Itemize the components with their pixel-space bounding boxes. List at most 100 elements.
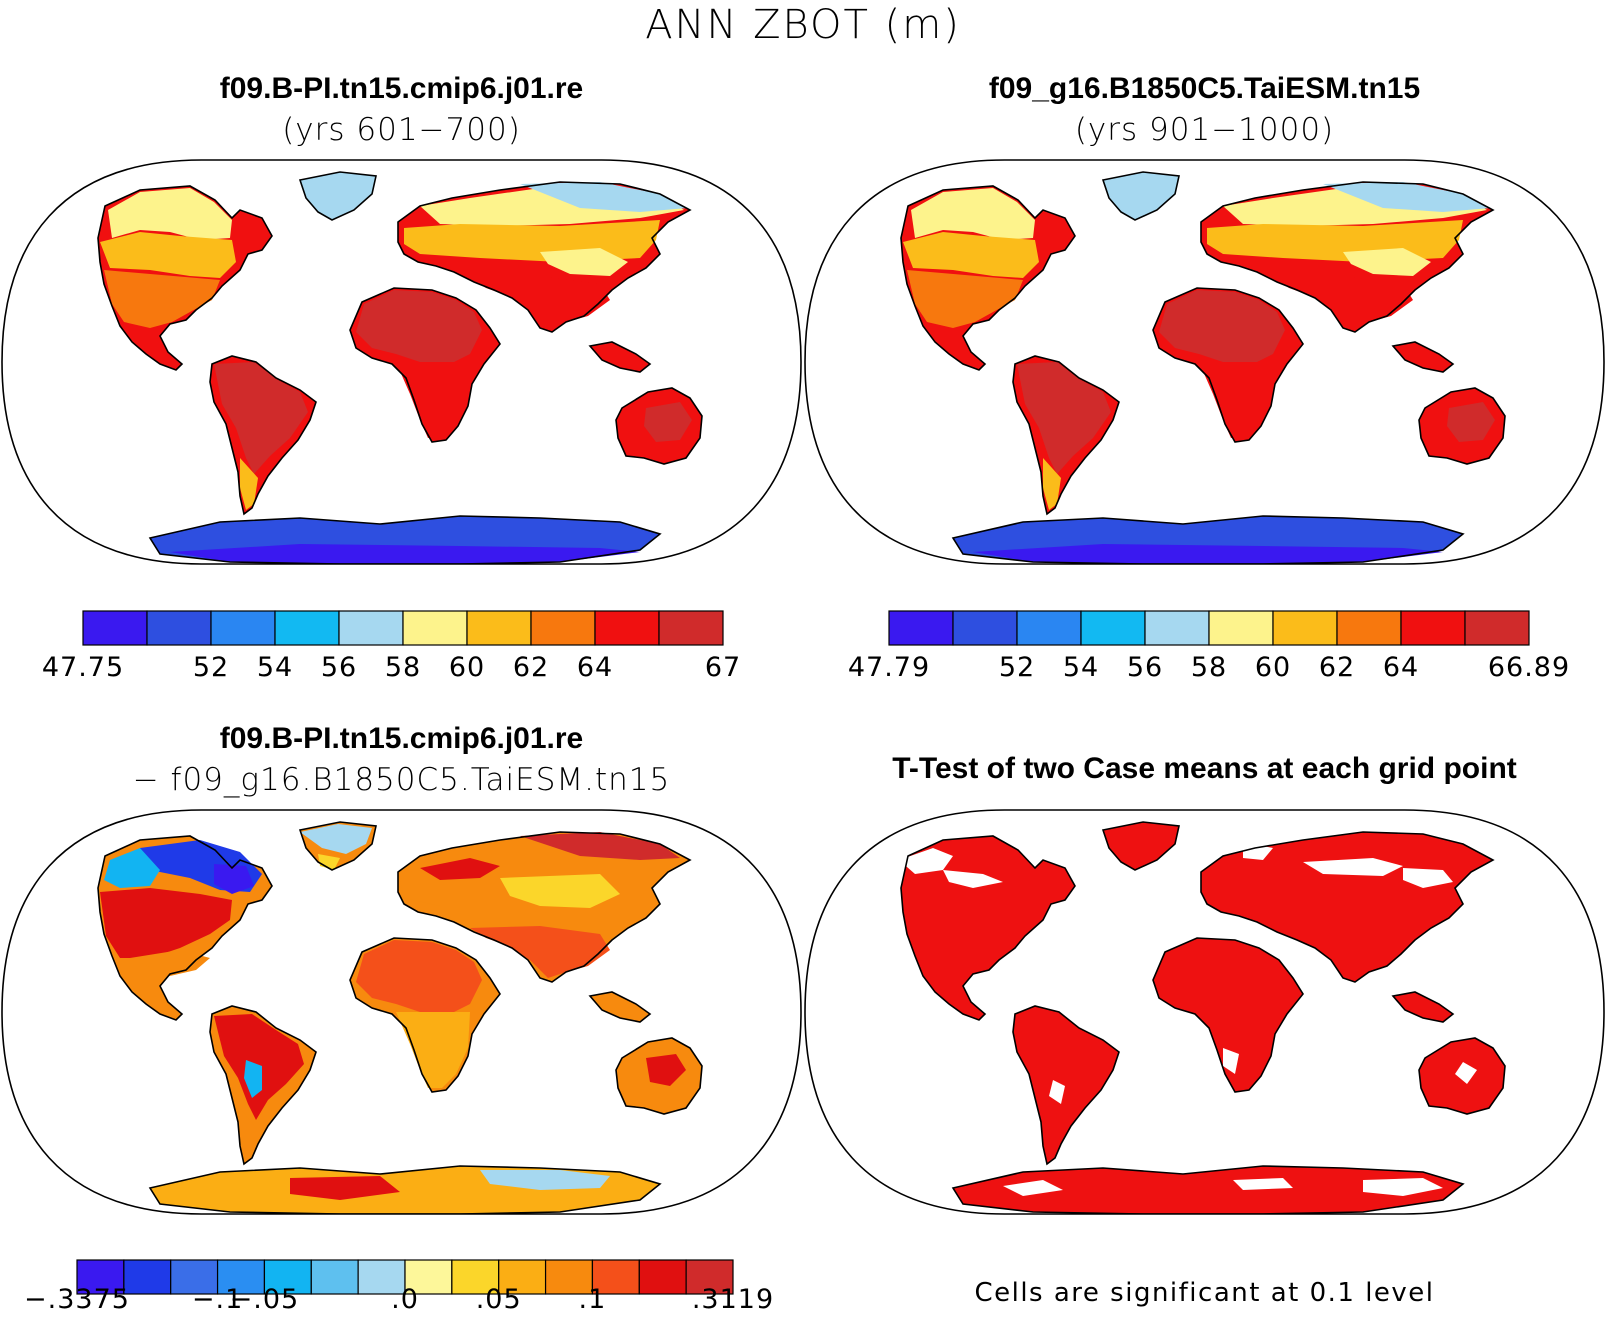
panel4-insignificant-area: [1403, 868, 1453, 888]
panel3-contour-region: [500, 874, 620, 908]
panel1-coastline-antarctica: [148, 515, 662, 564]
panel2-contour-region: [1323, 182, 1491, 212]
panel2-coastline-eurasia: [1200, 181, 1495, 333]
panel4-coastline-greenland: [1101, 821, 1180, 871]
panel3-map-border: [1, 809, 802, 1215]
panel4-significant-greenland: [1103, 822, 1179, 870]
panel2-colorbar-tick-label: 58: [1190, 652, 1228, 683]
panel3-difference-label: − f09_g16.B1850C5.TaiESM.tn15: [132, 762, 671, 798]
panel3-colorbar-box: [216, 1259, 266, 1295]
panel1-coastline-australia: [615, 387, 703, 465]
panel3-contour-region: [240, 1108, 256, 1158]
panel4-significant-maritime-continent: [1393, 992, 1453, 1022]
panel2-coastline-greenland: [1101, 171, 1180, 221]
panel2-contour-region: [1043, 458, 1061, 510]
panel1-coastline-africa: [349, 287, 501, 443]
panel3-contour-region: [104, 848, 160, 888]
panel3-colorbar-box: [76, 1259, 125, 1295]
significance-note: Cells are significant at 0.1 level: [974, 1278, 1435, 1308]
panel4-insignificant-area: [1233, 1178, 1293, 1190]
panel1-colorbar-tick-label: 62: [512, 652, 550, 683]
panel3-contour-region: [100, 888, 232, 958]
panel4-coastline-maritime-continent: [1391, 991, 1455, 1023]
panel4-insignificant-area: [1303, 858, 1403, 876]
figure-title: ANN ZBOT (m): [645, 2, 961, 48]
panel1-colorbar-tick-label: 52: [192, 652, 230, 683]
panel2-contour-region: [973, 544, 1443, 564]
panel3-colorbar-tick-label: −.1: [191, 1284, 244, 1315]
panel2-coastline-antarctica: [951, 515, 1465, 564]
panel2-contour-region: [1393, 342, 1453, 372]
panel3-colorbar-labels: −.3375 −.1 −.05 .0 .05 .1 .3119: [24, 1284, 773, 1324]
panel2-colorbar-tick-label: 64: [1382, 652, 1420, 683]
panel1-contour-region: [104, 270, 220, 328]
panel4-insignificant-area: [899, 848, 953, 874]
panel4-significant-africa: [1153, 938, 1303, 1092]
panel1-colorbar-box: [466, 610, 532, 646]
panel4-significant-north-america: [901, 836, 1075, 1020]
panel2-colorbar-box: [888, 610, 954, 646]
panel3-coastline-eurasia: [397, 831, 692, 983]
panel4-insignificant-area: [1049, 1080, 1065, 1104]
panel1-colorbar-box: [530, 610, 596, 646]
panel1-case-title: f09.B-PI.tn15.cmip6.j01.re: [219, 72, 584, 105]
panel3-contour-region: [590, 992, 650, 1022]
panel3-coastline-antarctica: [148, 1165, 662, 1214]
panel3-contour-region: [420, 858, 500, 880]
panel3-colorbar-tick-label: −.3375: [24, 1284, 130, 1315]
panel1-colorbar-tick-label: 60: [448, 652, 486, 683]
panel1-colorbar-box: [338, 610, 404, 646]
panel1-coastline-maritime-continent: [588, 341, 652, 373]
panel2-contour-region: [903, 232, 1039, 278]
panel3-colorbar-tick-label: .3119: [691, 1284, 775, 1315]
panel2-colorbar-box: [1080, 610, 1146, 646]
panel1-colorbar-tick-label: 64: [576, 652, 614, 683]
panel1-contour-region: [644, 402, 692, 442]
panel2-colorbar-box: [1272, 610, 1338, 646]
panel2-case-title: f09_g16.B1850C5.TaiESM.tn15: [988, 72, 1421, 105]
panel4-coastline-south-america: [1012, 1005, 1120, 1166]
panel1-coastline-eurasia: [397, 181, 692, 333]
panel2-contour-region: [1199, 362, 1273, 438]
panel4-map: [804, 809, 1605, 1215]
panel1-contour-region: [520, 182, 688, 212]
panel3-case-title: f09.B-PI.tn15.cmip6.j01.re: [219, 722, 584, 755]
panel1-map: [1, 159, 802, 565]
panel4-insignificant-area: [1223, 1048, 1239, 1074]
panel3-contour-region: [480, 1170, 610, 1190]
panel3-colorbar-box: [685, 1259, 734, 1295]
panel2-coastline-africa: [1152, 287, 1304, 443]
panel3-map: [1, 809, 802, 1215]
panel1-colorbar-box: [658, 610, 724, 646]
panel1-contour-region: [240, 458, 258, 510]
panel3-contour-region: [646, 1054, 686, 1086]
panel1-contour-region: [396, 362, 470, 438]
panel1-contour-region: [300, 172, 376, 220]
panel3-contour-region: [290, 1176, 400, 1200]
panel3-coastline-africa: [349, 937, 501, 1093]
panel2-coastline-south-america: [1012, 355, 1120, 516]
panel1-contour-region: [470, 276, 610, 328]
panel1-colorbar-tick-label: 56: [320, 652, 358, 683]
panel2-coastline-north-america: [900, 185, 1076, 371]
panel2-colorbar-tick-label: 56: [1126, 652, 1164, 683]
panel2-colorbar-tick-label: 66.89: [1487, 652, 1571, 683]
panel3-coastline-maritime-continent: [588, 991, 652, 1023]
panel1-colorbar-tick-label: 58: [384, 652, 422, 683]
panel3-contour-region: [396, 1012, 470, 1088]
panel1-years: (yrs 601−700): [282, 112, 521, 148]
panel2-coastline-maritime-continent: [1391, 341, 1455, 373]
panel1-colorbar-labels: 47.75 52 54 56 58 60 62 64 67: [42, 652, 740, 692]
panel3-colorbar-tick-label: .05: [475, 1284, 522, 1315]
panel4-map-border: [804, 809, 1605, 1215]
panel3-contour-region: [214, 864, 254, 894]
panel2-colorbar-box: [1208, 610, 1274, 646]
panel1-colorbar-box: [594, 610, 660, 646]
panel2-colorbar-tick-label: 54: [1062, 652, 1100, 683]
panel1-contour-region: [108, 188, 232, 240]
panel3-colorbar: [76, 1259, 734, 1295]
panel1-coastline-greenland: [298, 171, 377, 221]
panel2-contour-region: [1447, 402, 1495, 442]
panel1-colorbar-box: [210, 610, 276, 646]
panel2-colorbar: [888, 610, 1530, 646]
